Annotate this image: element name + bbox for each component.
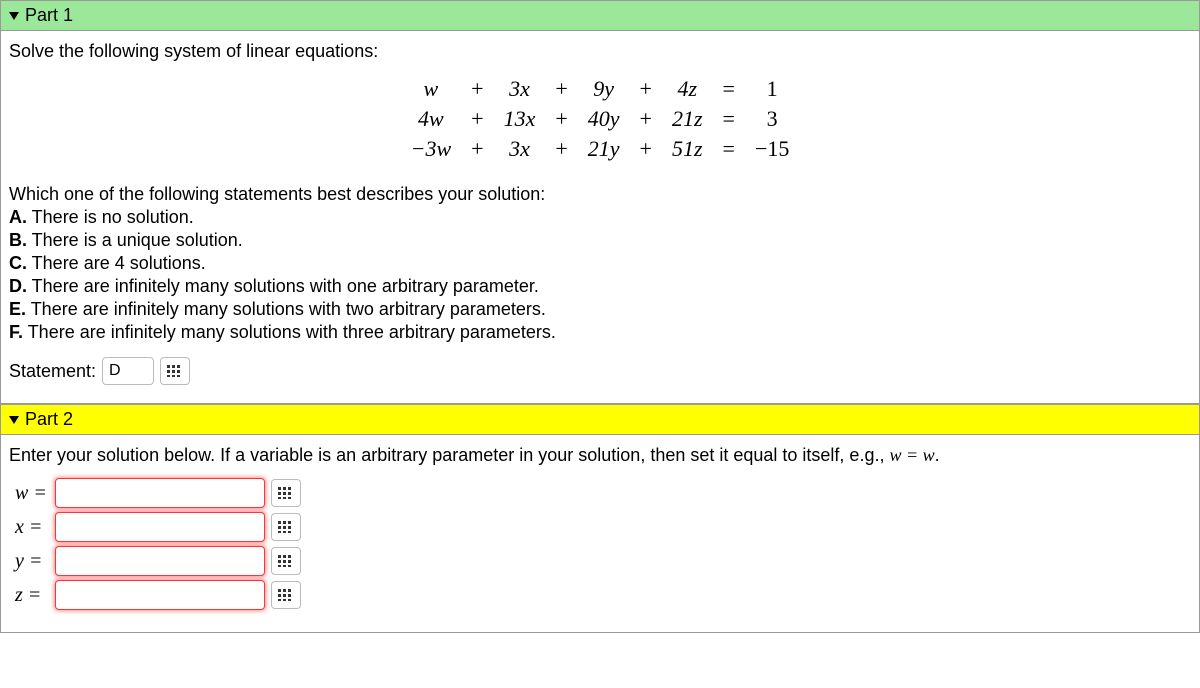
option-letter: E.: [9, 299, 26, 319]
w-label: w =: [15, 478, 49, 508]
option-text: There is a unique solution.: [27, 230, 243, 250]
equations-table: w + 3x + 9y + 4z = 1 4w + 13x + 40y + 21…: [401, 72, 800, 166]
x-label: x =: [15, 512, 49, 542]
option-text: There is no solution.: [27, 207, 194, 227]
keypad-icon: [278, 487, 294, 499]
option-text: There are infinitely many solutions with…: [26, 299, 546, 319]
option-letter: A.: [9, 207, 27, 227]
part2-prompt: Enter your solution below. If a variable…: [9, 445, 1191, 466]
option-text: There are infinitely many solutions with…: [23, 322, 556, 342]
part2-body: Enter your solution below. If a variable…: [0, 435, 1200, 633]
collapse-triangle-icon: [9, 12, 19, 20]
part2-title: Part 2: [25, 409, 73, 430]
part2-header[interactable]: Part 2: [0, 404, 1200, 435]
option-letter: D.: [9, 276, 27, 296]
keypad-button[interactable]: [271, 513, 301, 541]
part1-title: Part 1: [25, 5, 73, 26]
options-list: A. There is no solution. B. There is a u…: [9, 207, 1191, 343]
statement-input[interactable]: [102, 357, 154, 385]
question-text: Which one of the following statements be…: [9, 184, 1191, 205]
keypad-button[interactable]: [271, 479, 301, 507]
part1-prompt: Solve the following system of linear equ…: [9, 41, 1191, 62]
keypad-icon: [278, 589, 294, 601]
option-text: There are 4 solutions.: [27, 253, 206, 273]
y-label: y =: [15, 546, 49, 576]
part1-body: Solve the following system of linear equ…: [0, 31, 1200, 404]
keypad-icon: [278, 521, 294, 533]
keypad-button[interactable]: [271, 581, 301, 609]
w-input[interactable]: [55, 478, 265, 508]
option-letter: B.: [9, 230, 27, 250]
z-label: z =: [15, 580, 49, 610]
z-input[interactable]: [55, 580, 265, 610]
keypad-button[interactable]: [271, 547, 301, 575]
equation-row: 4w + 13x + 40y + 21z = 3: [401, 106, 800, 132]
option-letter: C.: [9, 253, 27, 273]
x-input[interactable]: [55, 512, 265, 542]
option-text: There are infinitely many solutions with…: [27, 276, 539, 296]
statement-row: Statement:: [9, 357, 1191, 385]
y-input[interactable]: [55, 546, 265, 576]
keypad-icon: [167, 365, 183, 377]
equation-row: −3w + 3x + 21y + 51z = −15: [401, 136, 800, 162]
keypad-button[interactable]: [160, 357, 190, 385]
equation-row: w + 3x + 9y + 4z = 1: [401, 76, 800, 102]
keypad-icon: [278, 555, 294, 567]
collapse-triangle-icon: [9, 416, 19, 424]
statement-label: Statement:: [9, 361, 96, 382]
option-letter: F.: [9, 322, 23, 342]
answer-grid: w = x = y =: [9, 474, 307, 614]
part1-header[interactable]: Part 1: [0, 0, 1200, 31]
